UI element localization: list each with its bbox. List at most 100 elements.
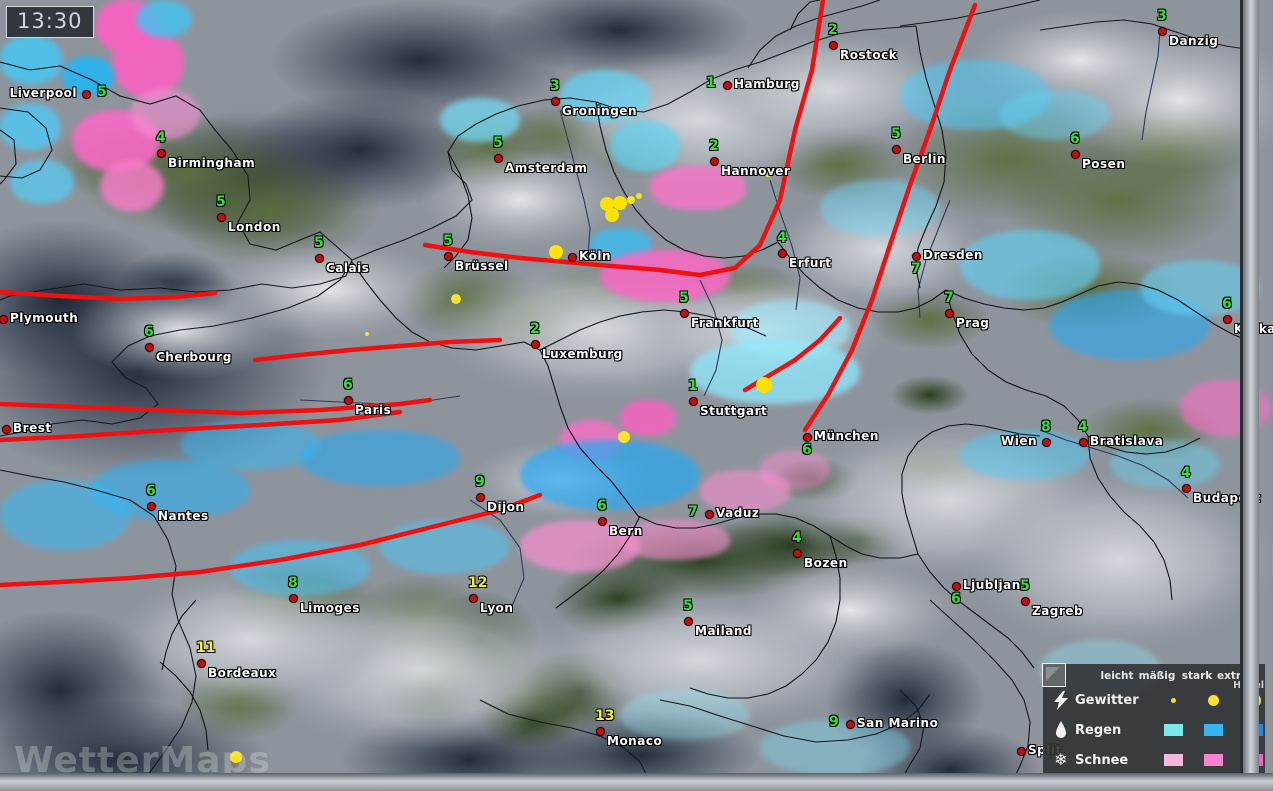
weather-front-line — [802, 2, 978, 433]
city-name-label: Amsterdam — [505, 161, 588, 175]
city-temperature-label: 13 — [595, 708, 615, 724]
precip-blob — [620, 400, 676, 436]
city-dot-icon — [1041, 437, 1051, 447]
legend-row: ❄ Schnee — [1051, 745, 1263, 775]
legend-row-label: Gewitter — [1051, 690, 1153, 710]
legend-swatch — [1153, 691, 1193, 710]
precip-blob — [112, 28, 184, 98]
city-temperature-label: 6 — [951, 591, 961, 607]
legend-swatch — [1233, 724, 1273, 736]
city-name-label: Hannover — [721, 164, 791, 178]
city-name-label: Stuttgart — [700, 404, 768, 418]
city-name-label: Dijon — [487, 500, 525, 514]
city-temperature-label: 12 — [468, 575, 488, 591]
city-dot-icon — [679, 308, 689, 318]
city-temperature-label: 9 — [475, 474, 485, 490]
city-temperature-label: 5 — [443, 233, 453, 249]
precip-blob — [620, 520, 730, 560]
precip-blob — [760, 720, 910, 775]
city-name-label: Erfurt — [789, 256, 832, 270]
city-name-label: Birmingham — [168, 156, 256, 170]
precip-blob — [820, 180, 940, 236]
city-temperature-label: 5 — [493, 135, 503, 151]
city-temperature-label: 5 — [314, 235, 324, 251]
legend-header-maessig: mäßig — [1138, 670, 1176, 682]
thunderstorm-marker — [600, 197, 614, 211]
thunderstorm-marker — [549, 245, 563, 259]
city-name-label: Bratislava — [1090, 434, 1164, 448]
city-dot-icon — [597, 516, 607, 526]
city-name-label: Bern — [609, 524, 643, 538]
city-temperature-label: 8 — [288, 575, 298, 591]
city-temperature-label: 6 — [144, 324, 154, 340]
precip-blob — [520, 440, 700, 510]
city-name-label: Köln — [579, 249, 611, 263]
city-dot-icon — [0, 314, 8, 324]
legend-swatch — [1153, 754, 1193, 766]
city-name-label: Mailand — [695, 624, 752, 638]
city-dot-icon — [944, 308, 954, 318]
city-name-label: München — [814, 429, 879, 443]
city-temperature-label: 8 — [1041, 419, 1051, 435]
weather-front-line — [697, 0, 826, 278]
legend-swatch — [1193, 691, 1233, 710]
city-temperature-label: 4 — [156, 130, 166, 146]
thunderstorm-marker — [756, 377, 772, 393]
wettermaps-watermark: WetterMaps — [14, 740, 271, 781]
precip-blob — [760, 450, 830, 490]
city-name-label: Hamburg — [734, 77, 800, 91]
precip-blob — [1000, 90, 1110, 140]
legend-swatch — [1193, 724, 1233, 736]
city-dot-icon — [792, 548, 802, 558]
city-name-label: Prag — [956, 316, 990, 330]
raindrop-icon — [1051, 720, 1071, 740]
city-name-label: Limoges — [300, 601, 360, 615]
legend-resize-handle[interactable] — [1042, 663, 1066, 687]
precip-blob — [380, 520, 510, 574]
precip-blob — [0, 480, 130, 550]
timestamp-badge: 13:30 — [6, 6, 94, 38]
legend-swatch-shape — [1203, 754, 1223, 766]
city-name-label: Danzig — [1169, 34, 1219, 48]
thunderstorm-marker — [636, 193, 642, 199]
precip-blob — [300, 430, 460, 486]
legend-swatches — [1153, 754, 1273, 766]
precip-blob — [600, 250, 730, 302]
city-name-label: Liverpool — [9, 86, 77, 100]
city-temperature-label: 5 — [683, 598, 693, 614]
city-temperature-label: 4 — [1181, 465, 1191, 481]
city-name-label: Rostock — [840, 48, 898, 62]
city-dot-icon — [951, 581, 961, 591]
legend-intensity-headers: leicht mäßig stark extrem — [1051, 670, 1259, 682]
city-dot-icon — [443, 251, 453, 261]
city-name-label: Paris — [355, 403, 392, 417]
city-temperature-label: 5 — [1020, 578, 1030, 594]
city-temperature-label: 11 — [196, 640, 216, 656]
city-name-label: London — [228, 220, 281, 234]
city-temperature-label: 6 — [1222, 296, 1232, 312]
city-temperature-label: 6 — [343, 377, 353, 393]
city-dot-icon — [1020, 596, 1030, 606]
city-dot-icon — [475, 492, 485, 502]
city-temperature-label: 6 — [802, 442, 812, 458]
thunderstorm-marker — [451, 294, 461, 304]
city-name-label: Vaduz — [716, 506, 760, 520]
city-dot-icon — [550, 96, 560, 106]
city-dot-icon — [828, 40, 838, 50]
city-dot-icon — [1016, 746, 1026, 756]
city-dot-icon — [845, 719, 855, 729]
city-dot-icon — [595, 726, 605, 736]
weather-front-line — [0, 492, 543, 588]
legend-swatch — [1233, 691, 1273, 710]
precipitation-legend[interactable]: leicht mäßig stark extrem Gewitter Regen H… — [1042, 663, 1265, 783]
city-name-label: San Marino — [857, 716, 939, 730]
precip-blob — [650, 166, 746, 210]
precip-blob — [1110, 440, 1220, 488]
precip-blob — [560, 70, 650, 122]
precip-blob — [440, 98, 520, 142]
thunderstorm-marker — [618, 431, 630, 443]
lightning-bolt-icon — [1051, 690, 1071, 710]
city-dot-icon — [911, 251, 921, 261]
